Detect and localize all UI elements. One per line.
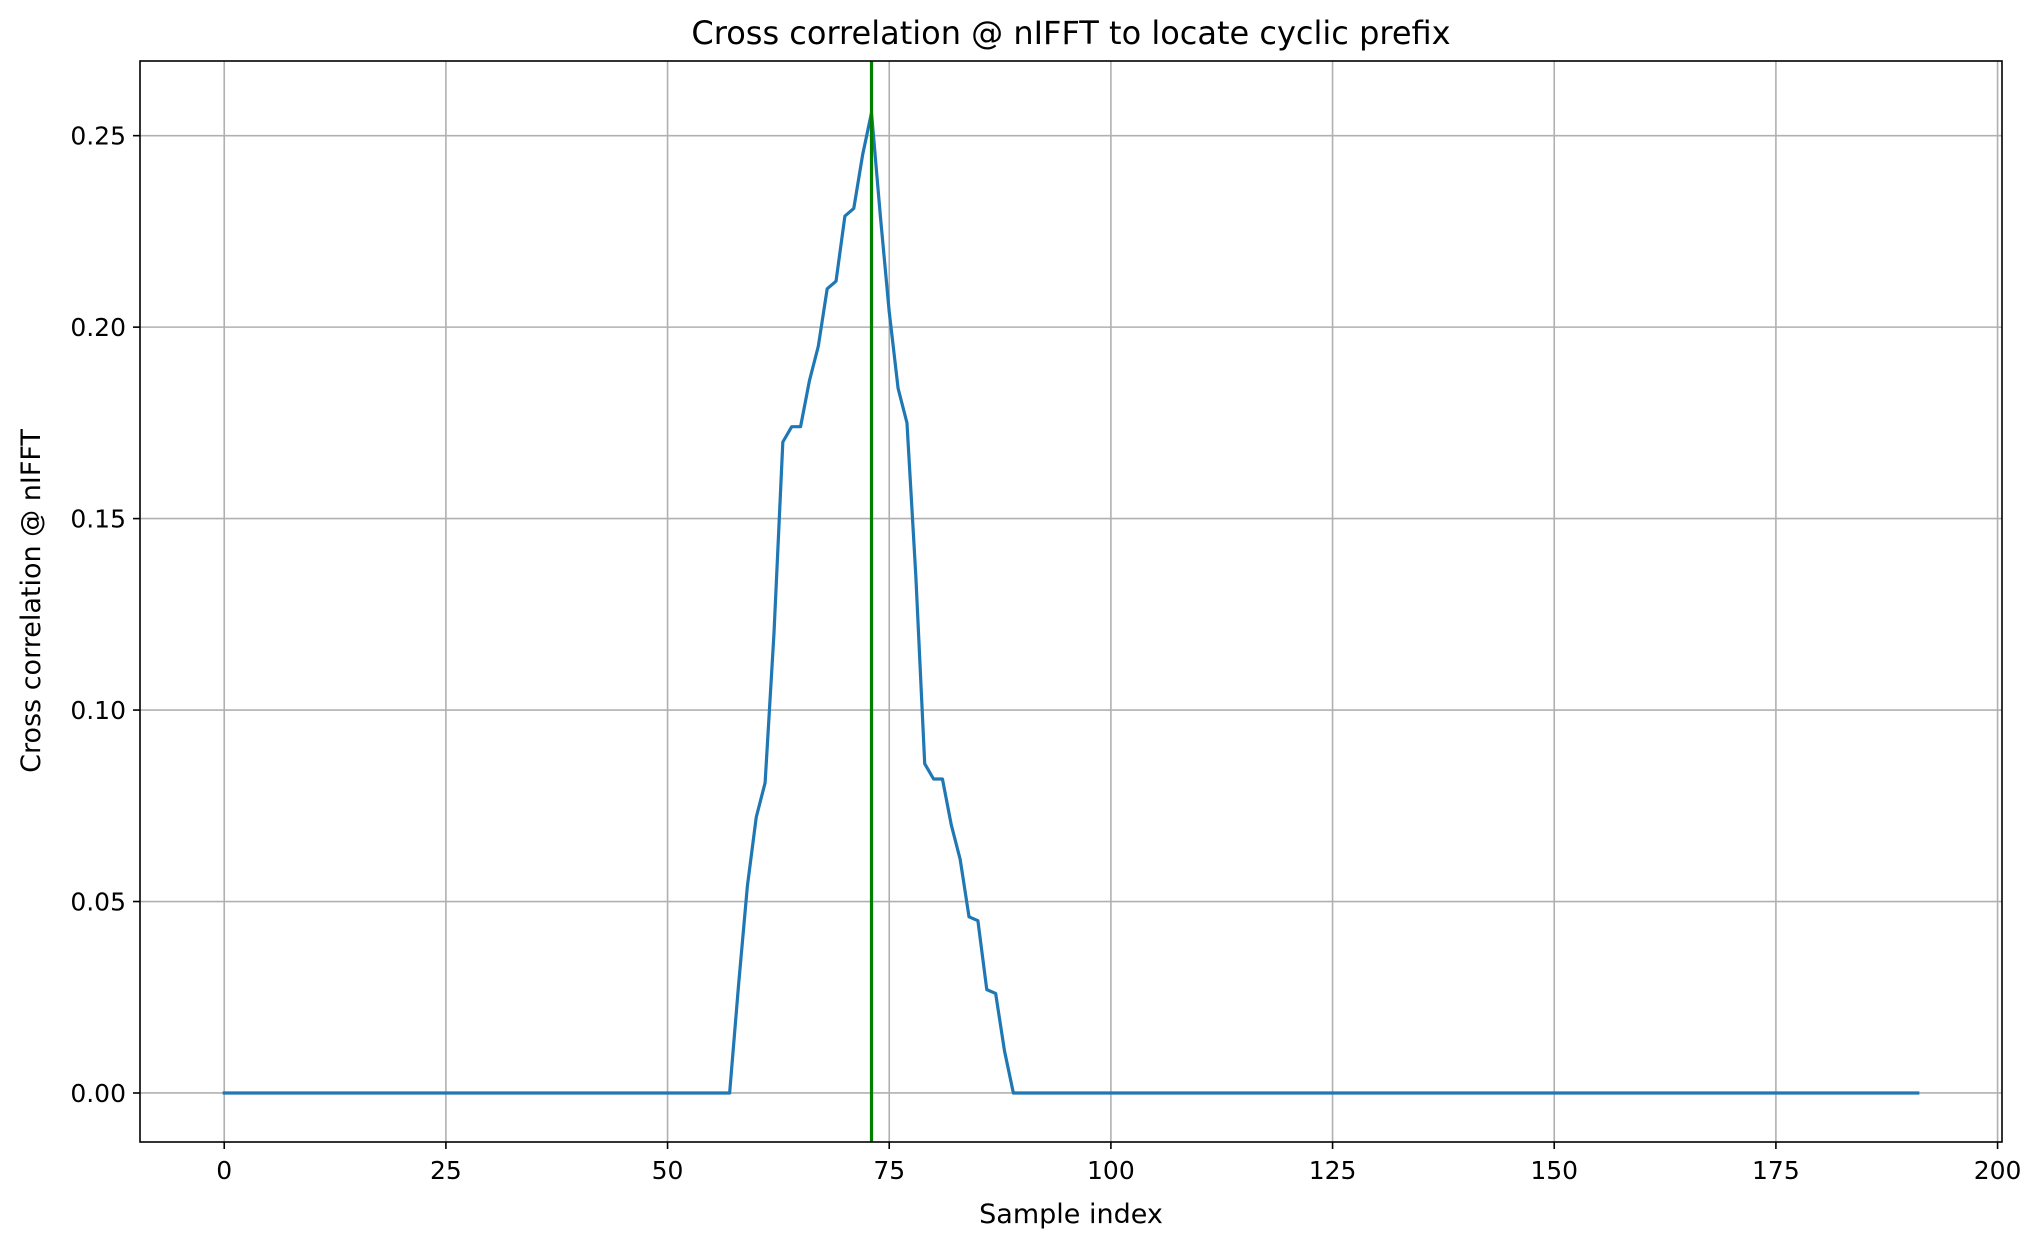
chart-title: Cross correlation @ nIFFT to locate cycl… (691, 14, 1450, 52)
y-tick-label: 0.10 (70, 696, 126, 725)
x-tick-label: 25 (430, 1156, 462, 1185)
y-tick-label: 0.20 (70, 313, 126, 342)
plot-frame (139, 60, 2003, 1143)
x-tick-label: 150 (1530, 1156, 1578, 1185)
x-tick-label: 75 (873, 1156, 905, 1185)
x-axis-title: Sample index (979, 1199, 1163, 1230)
plot-area (140, 61, 2002, 1142)
x-tick-label: 175 (1752, 1156, 1800, 1185)
y-tick-label: 0.25 (70, 122, 126, 151)
x-tick-label: 125 (1309, 1156, 1357, 1185)
y-axis-title: Cross correlation @ nIFFT (16, 429, 47, 773)
y-tick-label: 0.05 (70, 888, 126, 917)
x-tick-label: 200 (1974, 1156, 2022, 1185)
x-tick-label: 50 (652, 1156, 684, 1185)
x-tick-label: 100 (1087, 1156, 1135, 1185)
y-tick-label: 0.00 (70, 1079, 126, 1108)
tick-layer: 0 25 50 75 100 125 150 175 200 0.00 0.05 0.10 0.15 0.… (70, 122, 2021, 1185)
y-tick-label: 0.15 (70, 505, 126, 534)
x-tick-label: 0 (216, 1156, 232, 1185)
